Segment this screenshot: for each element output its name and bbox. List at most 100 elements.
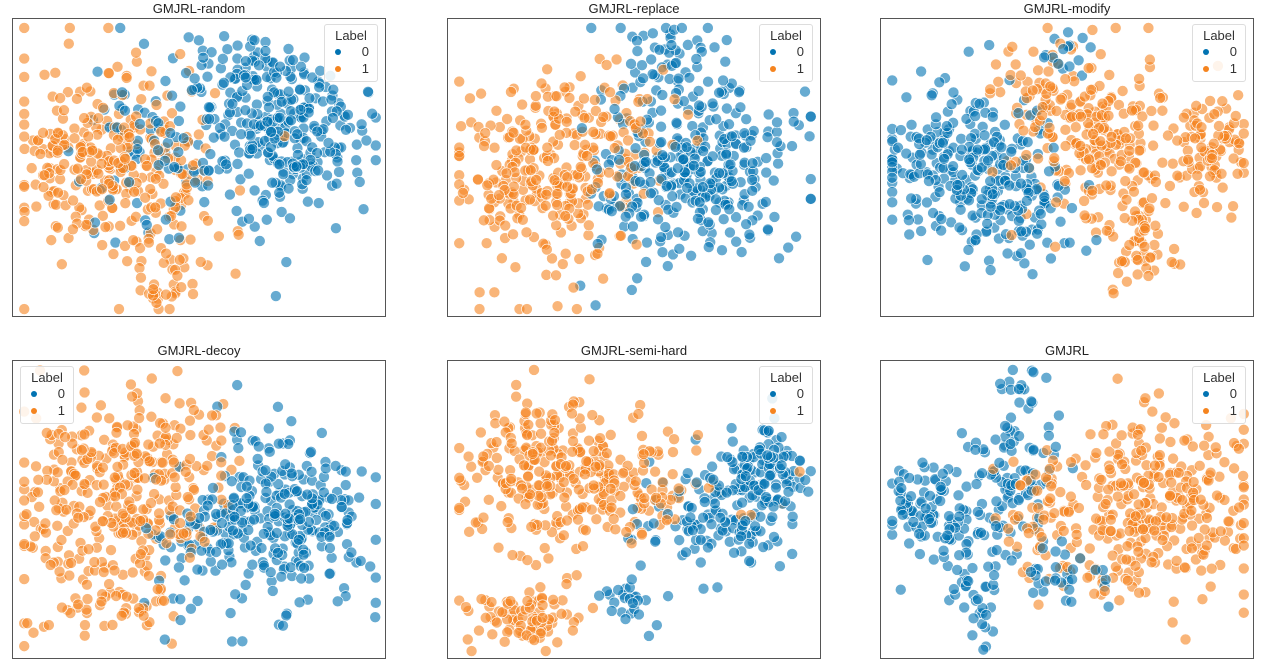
point-label-1 [193,128,205,141]
point-label-1 [558,81,571,94]
legend-entry-1: 1 [1193,60,1245,77]
point-label-1 [539,199,552,212]
point-label-1 [107,248,120,260]
point-label-0 [172,146,185,158]
point-label-0 [273,158,286,171]
point-label-1 [530,174,542,186]
point-label-1 [53,565,66,578]
point-label-0 [757,541,770,553]
point-label-0 [958,601,971,614]
point-label-1 [527,144,540,156]
point-label-1 [1009,58,1022,71]
point-label-1 [1237,606,1250,619]
point-label-1 [649,465,661,478]
point-label-0 [313,81,325,93]
point-label-1 [1185,504,1198,517]
point-label-0 [760,166,773,179]
point-label-1 [495,500,508,512]
point-label-1 [159,421,172,434]
point-label-0 [259,45,272,57]
point-label-0 [794,454,806,467]
point-label-1 [34,148,47,160]
point-label-1 [992,75,1005,88]
point-label-1 [496,252,508,265]
point-label-0 [720,34,733,46]
point-label-1 [1147,139,1159,152]
legend-label: 1 [57,403,65,418]
point-label-1 [201,460,213,472]
point-label-1 [505,86,517,98]
point-label-1 [1195,121,1208,134]
point-label-0 [963,153,975,166]
point-label-0 [665,39,678,51]
point-label-1 [51,466,64,479]
point-label-0 [937,544,950,557]
point-label-1 [64,22,76,34]
point-label-0 [990,495,1003,508]
point-label-1 [32,486,44,499]
point-label-1 [99,221,112,233]
legend-entry-0: 0 [1193,43,1245,60]
point-label-1 [30,460,42,473]
subplot-2: GMJRL-replace Label 0 1 [447,1,821,317]
point-label-1 [166,107,178,120]
point-label-0 [760,152,772,164]
point-label-1 [1204,466,1217,479]
point-label-0 [721,102,733,115]
point-label-1 [202,423,215,436]
point-label-0 [293,596,306,609]
point-label-0 [1056,535,1068,548]
point-label-1 [1237,127,1250,140]
point-label-1 [491,616,503,629]
point-label-0 [178,574,191,587]
point-label-1 [1228,462,1240,475]
point-label-1 [1132,119,1144,132]
subplot-4: GMJRL-decoy Label 0 1 [12,343,386,659]
point-label-0 [1021,195,1033,207]
point-label-0 [987,579,999,591]
subplot-title: GMJRL-random [152,1,246,16]
point-label-0 [311,125,324,138]
point-label-0 [1066,573,1078,586]
point-label-1 [1129,510,1142,523]
point-label-1 [109,490,122,503]
legend-marker-0 [1203,390,1209,397]
point-label-0 [727,435,739,448]
point-label-1 [41,427,53,439]
point-label-1 [568,139,581,151]
point-label-1 [1195,564,1208,577]
point-label-0 [1089,564,1102,576]
point-label-0 [366,107,378,120]
point-label-0 [766,511,779,523]
point-label-0 [240,492,253,505]
point-label-0 [710,193,722,206]
point-label-1 [1227,152,1240,165]
point-label-0 [924,490,936,502]
point-label-1 [561,180,574,193]
point-label-0 [272,547,284,559]
point-label-0 [262,422,275,435]
point-label-1 [1027,45,1040,58]
point-label-0 [239,55,252,68]
point-label-0 [119,104,131,117]
point-label-0 [707,473,720,486]
point-label-1 [1054,93,1067,106]
point-label-0 [647,27,659,40]
point-label-1 [1168,243,1180,255]
point-label-0 [355,118,368,131]
point-label-0 [680,546,692,559]
point-label-1 [548,426,561,439]
point-label-0 [971,143,984,156]
point-label-1 [1131,268,1144,281]
point-label-0 [905,490,917,503]
point-label-0 [1001,247,1014,260]
point-label-1 [530,90,542,102]
point-label-1 [542,155,554,167]
point-label-1 [525,521,538,533]
point-label-0 [768,531,780,543]
point-label-1 [457,187,469,199]
point-label-1 [156,456,169,469]
legend-entry-0: 0 [760,385,812,402]
point-label-1 [232,228,245,241]
point-label-0 [713,86,725,99]
